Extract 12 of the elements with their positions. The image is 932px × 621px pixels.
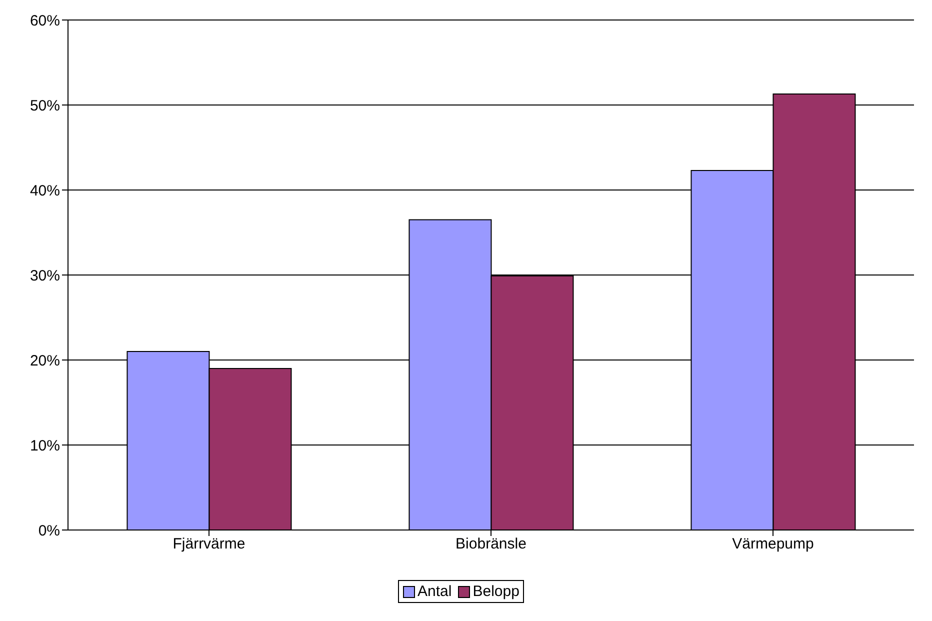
legend-label: Antal bbox=[416, 583, 452, 600]
y-tick-label: 10% bbox=[30, 437, 60, 454]
y-tick-label: 60% bbox=[30, 12, 60, 30]
y-tick-label: 40% bbox=[30, 182, 60, 200]
x-tick-label: Fjärrvärme bbox=[172, 536, 246, 553]
y-tick-label: 20% bbox=[30, 352, 60, 370]
y-tick-label: 30% bbox=[30, 267, 60, 284]
y-tick-label: 50% bbox=[30, 97, 60, 114]
x-tick-label: Biobränsle bbox=[456, 536, 526, 553]
y-tick-label: 0% bbox=[38, 522, 60, 540]
legend-label: Belopp bbox=[472, 583, 520, 600]
x-tick-label: Värmepump bbox=[732, 536, 814, 553]
